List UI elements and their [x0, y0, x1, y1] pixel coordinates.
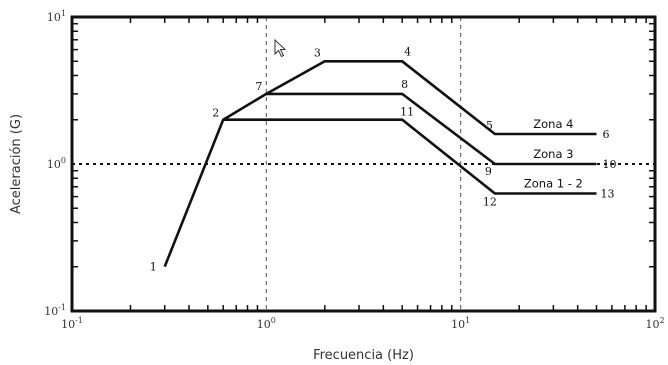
plot-frame — [70, 15, 657, 313]
zone-label-1: Zona 4 — [533, 117, 573, 131]
x-axis-label: Frecuencia (Hz) — [313, 348, 414, 363]
point-label-4: 4 — [404, 45, 411, 58]
cursor-arrow-icon — [274, 38, 287, 58]
x-tick-label: 101 — [451, 316, 470, 331]
series-group — [163, 60, 597, 268]
y-axis-label: Aceleración (G) — [9, 114, 24, 214]
y-tick-label: 10-1 — [44, 303, 66, 318]
series-line-3 — [223, 118, 597, 195]
x-tick-label: 10-1 — [61, 316, 83, 331]
point-label-9: 9 — [485, 165, 492, 178]
point-label-11: 11 — [400, 106, 414, 119]
point-label-13: 13 — [600, 187, 614, 200]
y-tick-label: 101 — [47, 9, 66, 24]
point-label-6: 6 — [602, 128, 609, 141]
point-label-5: 5 — [486, 119, 493, 132]
point-label-3: 3 — [314, 46, 321, 59]
point-label-10: 10 — [602, 158, 616, 171]
point-label-7: 7 — [255, 80, 262, 93]
point-label-2: 2 — [212, 107, 219, 120]
point-label-12: 12 — [483, 195, 497, 208]
zone-labels: Zona 4 Zona 3 Zona 1 - 2 — [524, 117, 583, 191]
y-tick-label: 100 — [47, 156, 66, 171]
x-tick-label: 100 — [257, 316, 276, 331]
point-label-8: 8 — [401, 78, 408, 91]
zone-label-2: Zona 3 — [533, 147, 573, 161]
zone-label-3: Zona 1 - 2 — [524, 176, 583, 190]
x-tick-label: 102 — [645, 316, 664, 331]
point-label-1: 1 — [150, 261, 157, 274]
series-line-2 — [266, 92, 597, 166]
